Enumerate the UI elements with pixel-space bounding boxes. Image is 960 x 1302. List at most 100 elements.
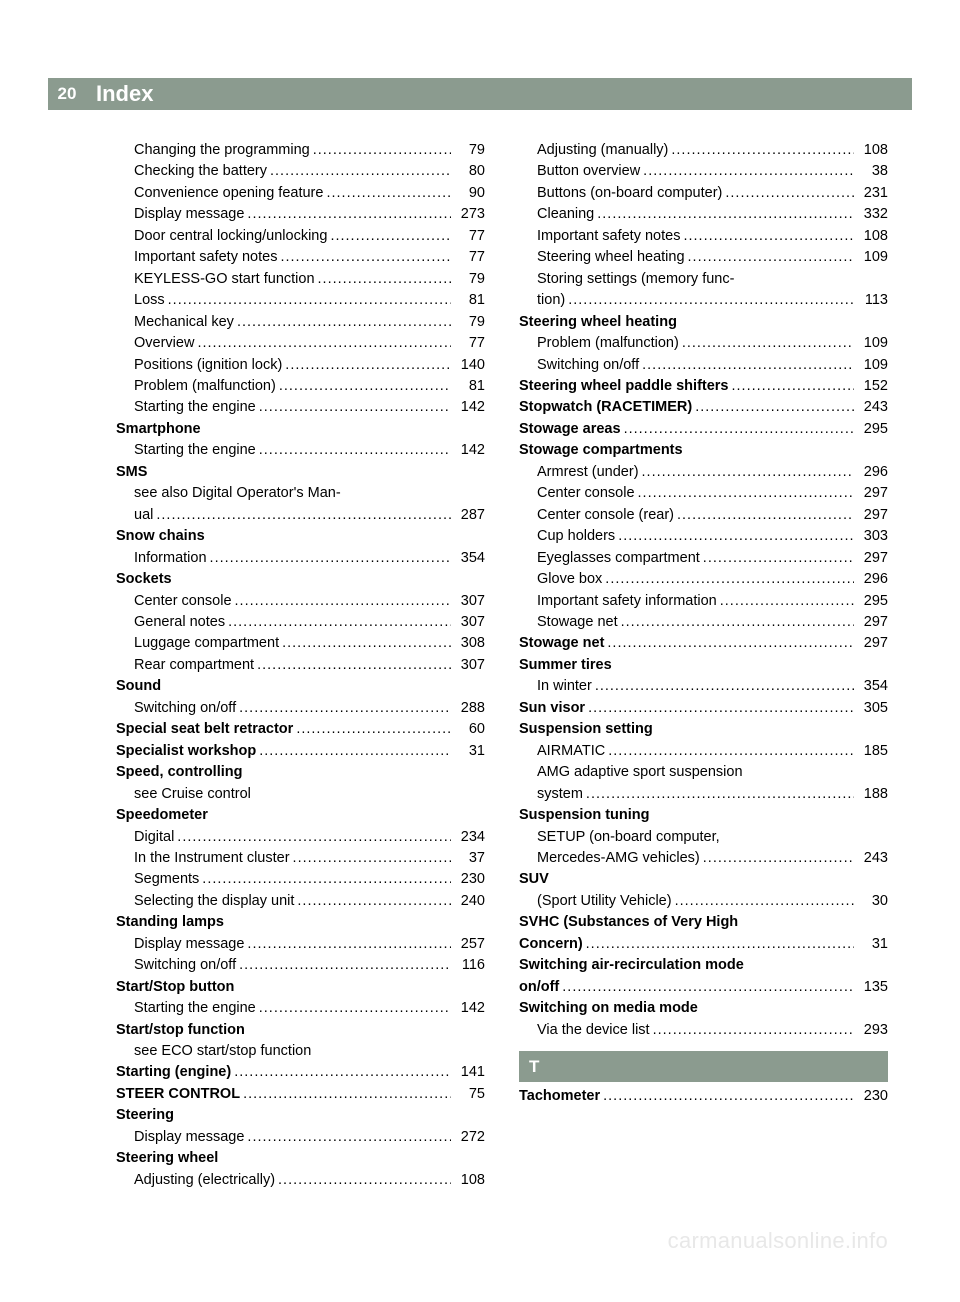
index-entry: see Cruise control	[116, 784, 485, 805]
index-entry: Display message ........................…	[116, 204, 485, 225]
entry-label: In winter	[537, 676, 592, 697]
index-entry: on/off .................................…	[519, 977, 888, 998]
entry-page: 354	[854, 676, 888, 697]
leader-dots: ........................................…	[310, 140, 451, 161]
entry-label: Button overview	[537, 161, 640, 182]
index-entry: Starting the engine ....................…	[116, 440, 485, 461]
entry-label: STEER CONTROL	[116, 1084, 240, 1105]
entry-label: Start/stop function	[116, 1020, 245, 1041]
entry-page: 38	[854, 161, 888, 182]
index-entry: Buttons (on-board computer) ............…	[519, 183, 888, 204]
index-entry: Via the device list ....................…	[519, 1020, 888, 1041]
entry-label: Sockets	[116, 569, 172, 590]
entry-label: Display message	[134, 204, 244, 225]
entry-label: Stowage compartments	[519, 440, 683, 461]
index-entry: Switching on/off .......................…	[116, 698, 485, 719]
entry-label: Start/Stop button	[116, 977, 234, 998]
entry-label: Adjusting (electrically)	[134, 1170, 275, 1191]
entry-page: 307	[451, 612, 485, 633]
index-entry: Switching on/off .......................…	[116, 955, 485, 976]
entry-label: Stowage net	[519, 633, 604, 654]
leader-dots: ........................................…	[323, 183, 451, 204]
leader-dots: ........................................…	[293, 719, 451, 740]
index-entry: Start/Stop button	[116, 977, 485, 998]
index-entry: Center console .........................…	[519, 483, 888, 504]
entry-page: 152	[854, 376, 888, 397]
leader-dots: ........................................…	[267, 161, 451, 182]
leader-dots: ........................................…	[604, 633, 854, 654]
index-entry: In winter ..............................…	[519, 676, 888, 697]
entry-page: 109	[854, 355, 888, 376]
index-entry: Specialist workshop ....................…	[116, 741, 485, 762]
entry-label: Glove box	[537, 569, 602, 590]
entry-label: Buttons (on-board computer)	[537, 183, 722, 204]
leader-dots: ........................................…	[199, 869, 451, 890]
entry-page: 230	[854, 1086, 888, 1107]
entry-label: Starting (engine)	[116, 1062, 231, 1083]
index-content: Changing the programming ...............…	[116, 140, 888, 1206]
index-entry: Eyeglasses compartment .................…	[519, 548, 888, 569]
index-entry: KEYLESS-GO start function ..............…	[116, 269, 485, 290]
leader-dots: ........................................…	[668, 140, 854, 161]
index-entry: Stopwatch (RACETIMER) ..................…	[519, 397, 888, 418]
entry-label: In the Instrument cluster	[134, 848, 290, 869]
leader-dots: ........................................…	[621, 419, 854, 440]
entry-label: Sun visor	[519, 698, 585, 719]
entry-label: Armrest (under)	[537, 462, 639, 483]
entry-page: 81	[451, 376, 485, 397]
index-entry: SVHC (Substances of Very High	[519, 912, 888, 933]
entry-label: Loss	[134, 290, 165, 311]
leader-dots: ........................................…	[294, 891, 451, 912]
entry-page: 303	[854, 526, 888, 547]
index-entry: Stowage net ............................…	[519, 633, 888, 654]
entry-label: Mechanical key	[134, 312, 234, 333]
index-entry: Starting the engine ....................…	[116, 998, 485, 1019]
entry-label: Switching on/off	[537, 355, 639, 376]
entry-page: 243	[854, 397, 888, 418]
entry-label: Cup holders	[537, 526, 615, 547]
entry-label: Suspension setting	[519, 719, 653, 740]
index-entry: Rear compartment .......................…	[116, 655, 485, 676]
section-letter: T	[519, 1051, 888, 1082]
leader-dots: ........................................…	[615, 526, 854, 547]
header-title: Index	[86, 81, 153, 107]
entry-page: 288	[451, 698, 485, 719]
index-entry: see also Digital Operator's Man-	[116, 483, 485, 504]
leader-dots: ........................................…	[717, 591, 854, 612]
entry-label: Specialist workshop	[116, 741, 256, 762]
entry-label: AIRMATIC	[537, 741, 605, 762]
index-entry: Armrest (under) ........................…	[519, 462, 888, 483]
leader-dots: ........................................…	[244, 934, 451, 955]
leader-dots: ........................................…	[256, 440, 451, 461]
index-entry: Important safety information ...........…	[519, 591, 888, 612]
entry-page: 243	[854, 848, 888, 869]
entry-label: Problem (malfunction)	[134, 376, 276, 397]
leader-dots: ........................................…	[315, 269, 451, 290]
entry-page: 37	[451, 848, 485, 869]
entry-label: Snow chains	[116, 526, 205, 547]
index-entry: Stowage compartments	[519, 440, 888, 461]
entry-label: Special seat belt retractor	[116, 719, 293, 740]
index-entry: AMG adaptive sport suspension	[519, 762, 888, 783]
entry-page: 108	[451, 1170, 485, 1191]
entry-label: Starting the engine	[134, 440, 256, 461]
leader-dots: ........................................…	[256, 397, 451, 418]
index-entry: Concern) ...............................…	[519, 934, 888, 955]
entry-page: 75	[451, 1084, 485, 1105]
leader-dots: ........................................…	[585, 698, 854, 719]
entry-label: Steering wheel	[116, 1148, 218, 1169]
index-entry: Digital ................................…	[116, 827, 485, 848]
leader-dots: ........................................…	[618, 612, 854, 633]
entry-label: (Sport Utility Vehicle)	[537, 891, 672, 912]
index-entry: Steering wheel	[116, 1148, 485, 1169]
index-entry: Sun visor ..............................…	[519, 698, 888, 719]
leader-dots: ........................................…	[327, 226, 451, 247]
entry-label: Adjusting (manually)	[537, 140, 668, 161]
entry-label: Convenience opening feature	[134, 183, 323, 204]
leader-dots: ........................................…	[256, 998, 451, 1019]
entry-page: 297	[854, 633, 888, 654]
entry-page: 142	[451, 440, 485, 461]
index-entry: Door central locking/unlocking .........…	[116, 226, 485, 247]
entry-page: 109	[854, 333, 888, 354]
entry-label: Important safety information	[537, 591, 717, 612]
